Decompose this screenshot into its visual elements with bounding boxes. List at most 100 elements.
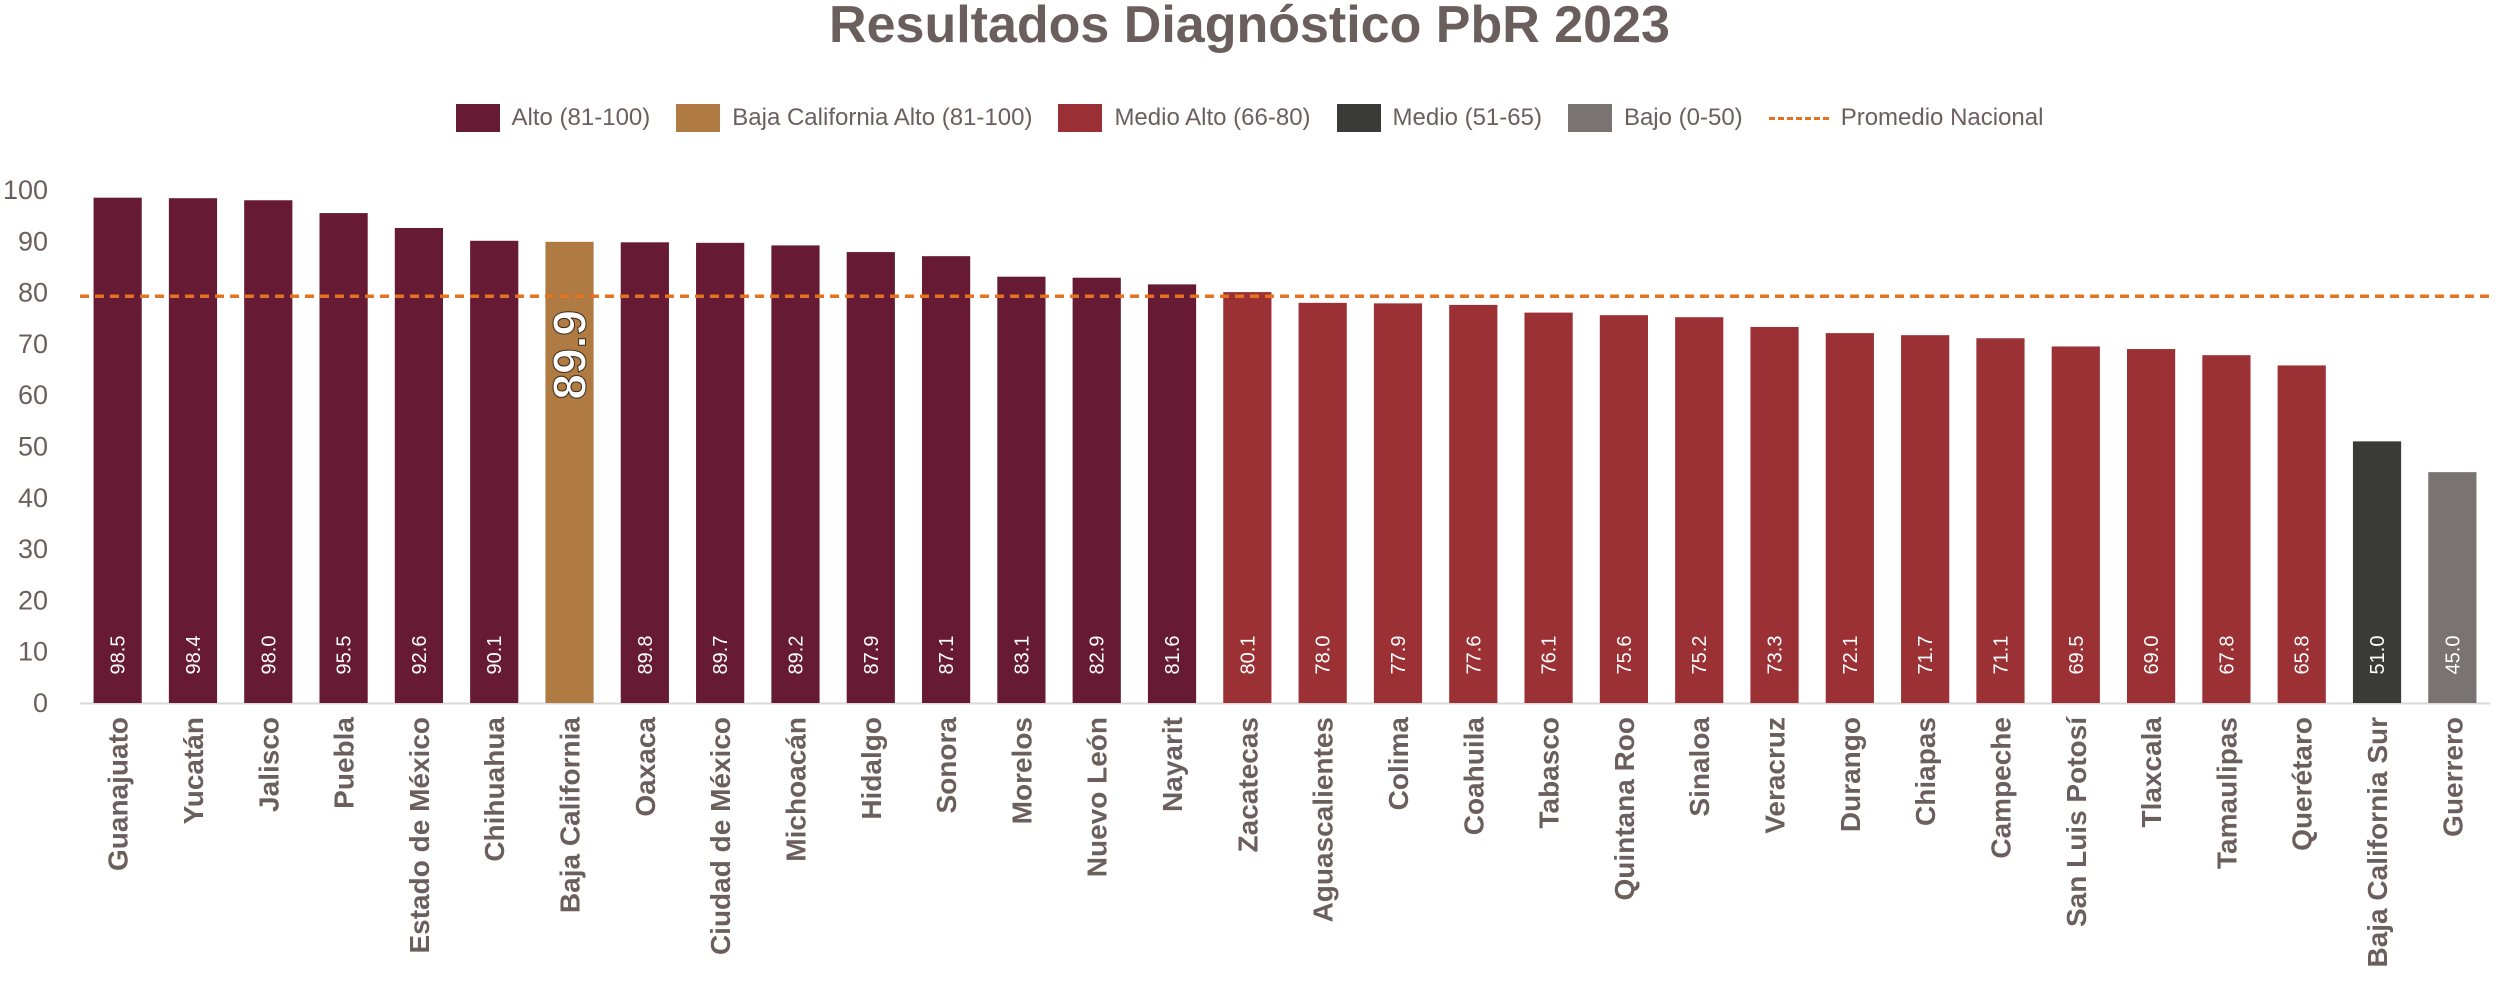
chart-legend: Alto (81-100) Baja California Alto (81-10… <box>0 100 2499 136</box>
y-tick-label: 50 <box>18 432 48 462</box>
data-label: 69.5 <box>2066 636 2088 675</box>
x-tick-label: Baja California Sur <box>2362 717 2393 968</box>
x-tick-label: Querétaro <box>2287 717 2318 851</box>
bar <box>394 227 444 703</box>
x-tick-label: Durango <box>1835 717 1866 832</box>
x-tick-label: Nuevo León <box>1082 717 1113 877</box>
x-tick-label: Baja California <box>555 717 586 913</box>
bar <box>696 242 745 704</box>
bar <box>1901 335 1950 703</box>
x-tick-label: Tamaulipas <box>2211 717 2242 869</box>
x-tick-label: Colima <box>1383 717 1414 811</box>
legend-label: Bajo (0-50) <box>1623 104 1743 131</box>
legend-label: Baja California Alto (81-100) <box>732 104 1033 131</box>
data-label: 98.4 <box>183 636 205 675</box>
x-tick-label: Quintana Roo <box>1609 717 1640 901</box>
x-tick-label: Veracruz <box>1760 717 1791 834</box>
x-tick-label: Estado de México <box>404 717 435 954</box>
y-tick-label: 40 <box>18 483 48 513</box>
data-label: 89.7 <box>710 636 732 675</box>
legend-item: Baja California Alto (81-100) <box>676 104 1032 132</box>
x-tick-label: Aguascalientes <box>1308 717 1339 922</box>
bar <box>2352 441 2402 703</box>
bar <box>244 200 293 703</box>
bar <box>1373 303 1423 703</box>
legend-item: Medio (51-65) <box>1336 104 1542 132</box>
x-tick-label: Sinaloa <box>1684 717 1715 817</box>
data-label: 67.8 <box>2216 636 2238 675</box>
bar <box>1072 277 1121 703</box>
bar <box>2428 472 2477 703</box>
bar <box>1675 317 1724 703</box>
bar <box>93 197 142 703</box>
x-tick-label: Guanajuato <box>103 717 134 871</box>
y-tick-label: 90 <box>18 226 48 256</box>
y-tick-label: 0 <box>33 688 48 718</box>
data-label: 65.8 <box>2292 636 2314 675</box>
x-tick-label: Coahuila <box>1458 717 1489 836</box>
data-label: 75.2 <box>1689 636 1711 675</box>
data-label: 78.0 <box>1313 636 1335 675</box>
data-label: 95.5 <box>334 636 356 675</box>
data-label: 77.9 <box>1388 636 1410 675</box>
bar <box>1976 338 2025 703</box>
data-label: 98.5 <box>108 636 130 675</box>
legend-swatch <box>1058 104 1103 132</box>
data-label: 71.1 <box>1990 636 2012 675</box>
y-tick-label: 20 <box>18 585 48 615</box>
data-label: 87.1 <box>936 636 958 675</box>
x-tick-label: Puebla <box>329 717 360 809</box>
bar <box>545 241 594 704</box>
x-tick-label: Oaxaca <box>630 717 661 817</box>
data-label: 83.1 <box>1011 636 1033 675</box>
data-label: 73.3 <box>1765 636 1787 675</box>
legend-label: Alto (81-100) <box>511 104 651 131</box>
y-tick-label: 100 <box>3 175 48 205</box>
bar <box>2277 365 2326 703</box>
legend-label: Medio (51-65) <box>1392 104 1542 131</box>
data-label: 72.1 <box>1840 636 1862 675</box>
legend-item: Alto (81-100) <box>455 104 651 132</box>
x-tick-label: Yucatán <box>178 717 209 824</box>
data-label: 69.0 <box>2141 636 2163 675</box>
bar <box>771 245 820 704</box>
bar <box>2126 349 2176 703</box>
bar <box>1147 284 1197 703</box>
x-tick-label: Ciudad de México <box>705 717 736 955</box>
data-label: 76.1 <box>1539 636 1561 675</box>
x-tick-label: Nayarit <box>1157 717 1188 812</box>
data-label: 75.6 <box>1614 636 1636 675</box>
x-tick-label: Tabasco <box>1534 717 1565 829</box>
chart-title: Resultados Diagnóstico PbR 2023 <box>829 0 1670 54</box>
bar <box>168 198 218 703</box>
x-tick-label: Jalisco <box>253 717 284 812</box>
x-tick-label: San Luis Potosí <box>2061 716 2092 927</box>
legend-item: Medio Alto (66-80) <box>1058 104 1311 132</box>
data-label: 80.1 <box>1237 636 1259 675</box>
bar <box>1524 312 1573 703</box>
bar <box>1750 326 1799 703</box>
bar <box>1825 333 1874 703</box>
data-label: 82.9 <box>1087 636 1109 675</box>
data-label: 89.2 <box>785 636 807 675</box>
x-tick-label: Sonora <box>931 717 962 814</box>
bar <box>997 276 1046 703</box>
data-label: 92.6 <box>409 636 431 675</box>
bar <box>1449 304 1498 703</box>
x-tick-label: Morelos <box>1006 717 1037 824</box>
data-label: 71.7 <box>1915 636 1937 675</box>
data-label: 87.9 <box>861 636 883 675</box>
data-label: 81.6 <box>1162 636 1184 675</box>
data-label: 45.0 <box>2442 636 2464 675</box>
bar <box>1298 302 1347 703</box>
data-label: 89.8 <box>635 636 657 675</box>
legend-swatch <box>455 104 500 132</box>
bar <box>921 256 971 703</box>
highlight-data-label: 89.9 <box>544 310 596 400</box>
bar <box>470 240 519 704</box>
x-tick-label: Guerrero <box>2437 717 2468 837</box>
legend-label: Medio Alto (66-80) <box>1114 104 1311 131</box>
y-tick-label: 60 <box>18 380 48 410</box>
x-tick-label: Chihuahua <box>479 717 510 862</box>
bar <box>2202 355 2251 703</box>
